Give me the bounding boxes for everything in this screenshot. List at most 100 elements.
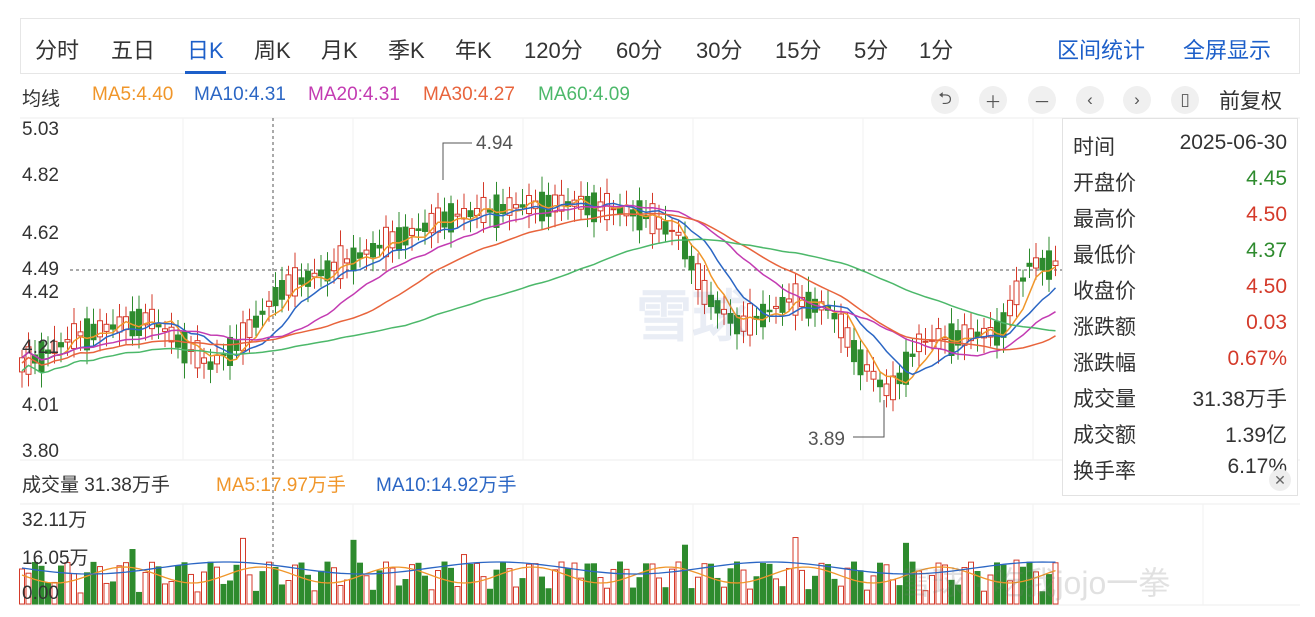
- high-marker-line: [442, 142, 472, 180]
- candle-body: [194, 340, 201, 369]
- volume-bar: [357, 562, 363, 605]
- tab-5min[interactable]: 5分: [854, 38, 889, 63]
- volume-bar: [623, 568, 630, 605]
- volume-bar: [441, 561, 448, 605]
- zoom-in-icon[interactable]: ＋: [979, 86, 1007, 114]
- volume-bar: [25, 572, 32, 605]
- info-value: 4.50: [1246, 203, 1287, 226]
- volume-bar: [649, 563, 656, 605]
- candle-body: [428, 212, 435, 234]
- tab-niank[interactable]: 年K: [455, 38, 492, 63]
- info-value: 31.38万手: [1192, 388, 1287, 411]
- volume-bar: [84, 572, 90, 605]
- volume-ma10-line: [21, 561, 1056, 575]
- tab-wuri[interactable]: 五日: [111, 38, 156, 63]
- candle-body: [214, 354, 220, 365]
- volume-bar: [617, 561, 623, 605]
- candle-body: [370, 242, 376, 258]
- candle-style-icon[interactable]: ▯: [1171, 86, 1199, 114]
- volume-bar: [116, 565, 123, 605]
- tab-1min[interactable]: 1分: [919, 38, 954, 63]
- volume-bar: [955, 584, 961, 605]
- candle-body: [266, 300, 272, 307]
- volume-bar: [110, 581, 116, 605]
- reset-icon[interactable]: ⮌: [931, 86, 959, 114]
- price-tick: 4.42: [22, 282, 59, 303]
- ma5-line: [21, 197, 1056, 384]
- chevron-right-icon[interactable]: ›: [1123, 86, 1151, 114]
- volume-bar: [435, 570, 441, 605]
- volume-bar: [220, 583, 227, 605]
- volume-bar: [695, 576, 701, 605]
- volume-bar: [123, 562, 129, 605]
- candle-body: [961, 324, 968, 346]
- candle-body: [84, 318, 90, 351]
- volume-bar: [474, 562, 480, 605]
- candle-body: [38, 341, 45, 373]
- volume-bar: [32, 561, 38, 605]
- candle-body: [45, 349, 51, 354]
- volume-bar: [149, 561, 155, 605]
- volume-bar: [500, 561, 506, 605]
- range-stats-button[interactable]: 区间统计: [1057, 38, 1146, 63]
- volume-bar: [363, 575, 370, 605]
- volume-bar: [643, 563, 649, 605]
- volume-bar: [422, 575, 428, 605]
- volume-bar: [409, 564, 415, 605]
- volume-bar: [740, 569, 747, 605]
- volume-bar: [591, 563, 597, 605]
- volume-bar: [994, 562, 1000, 605]
- volume-bar: [58, 565, 64, 605]
- zoom-out-icon[interactable]: －: [1028, 86, 1056, 114]
- volume-ma10: MA10:14.92万手: [376, 475, 517, 496]
- ma20-value: MA20:4.31: [308, 84, 400, 105]
- tab-fenshi[interactable]: 分时: [35, 38, 80, 63]
- tab-yuek[interactable]: 月K: [321, 38, 358, 63]
- volume-bar: [344, 579, 350, 605]
- volume-bar: [896, 585, 903, 605]
- volume-bar: [194, 591, 201, 605]
- candle-body: [922, 340, 929, 343]
- chevron-left-icon[interactable]: ‹: [1076, 86, 1104, 114]
- tab-60min[interactable]: 60分: [616, 38, 663, 63]
- volume-bar: [597, 577, 604, 605]
- price-tick: 4.62: [22, 223, 59, 244]
- volume-bar: [129, 549, 136, 605]
- volume-bar: [610, 568, 617, 605]
- volume-bar: [259, 571, 266, 605]
- candle-body: [701, 279, 708, 305]
- tab-120min[interactable]: 120分: [524, 38, 583, 63]
- candle-body: [272, 287, 279, 307]
- volume-bar: [428, 589, 435, 605]
- adjust-mode-select[interactable]: 前复权: [1219, 90, 1282, 113]
- candle-body: [857, 349, 864, 376]
- tab-jik[interactable]: 季K: [388, 38, 425, 63]
- candle-body: [500, 204, 506, 214]
- volume-bar: [506, 568, 513, 605]
- volume-bar: [929, 574, 935, 605]
- candle-body: [805, 291, 812, 319]
- volume-bar: [1052, 562, 1059, 605]
- candle-body: [688, 255, 695, 271]
- tab-zhouk[interactable]: 周K: [254, 38, 291, 63]
- fullscreen-button[interactable]: 全屏显示: [1183, 38, 1272, 63]
- candle-body: [740, 315, 747, 332]
- tab-rik[interactable]: 日K: [185, 33, 226, 74]
- tab-30min[interactable]: 30分: [696, 38, 743, 63]
- volume-bar: [877, 562, 883, 605]
- candle-body: [896, 372, 903, 385]
- price-tick: 3.80: [22, 441, 59, 462]
- candle-body: [461, 208, 467, 220]
- candle-body: [831, 312, 838, 320]
- close-icon[interactable]: ✕: [1269, 469, 1291, 491]
- tab-15min[interactable]: 15分: [775, 38, 822, 63]
- volume-bar: [779, 586, 786, 605]
- candle-body: [721, 308, 727, 315]
- volume-bar: [337, 584, 344, 605]
- volume-bar: [1020, 566, 1026, 605]
- volume-bar: [493, 569, 500, 605]
- candle-body: [136, 308, 142, 337]
- candle-body: [51, 340, 58, 354]
- volume-bar: [168, 580, 175, 605]
